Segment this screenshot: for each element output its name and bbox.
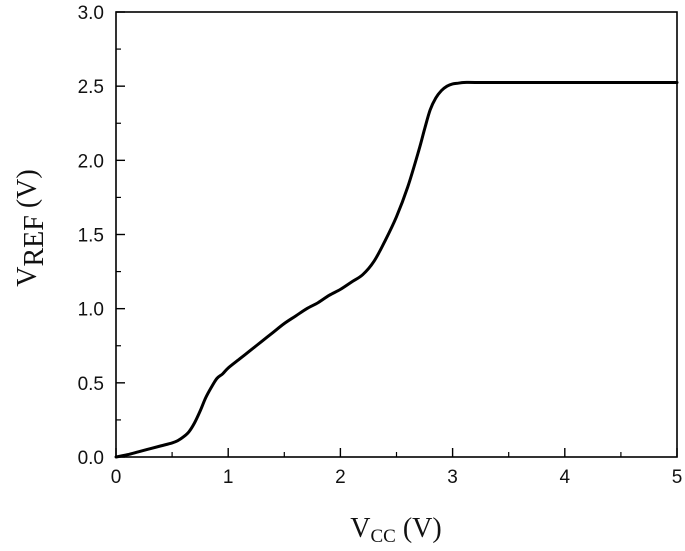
plot-frame [115, 11, 678, 458]
x-tick-label: 5 [672, 467, 683, 488]
y-tick-label: 0.5 [78, 374, 104, 395]
y-tick-label: 3.0 [78, 3, 104, 24]
y-axis-label-subscript: REF [19, 215, 50, 266]
major-ticks [115, 11, 678, 458]
y-axis-label-unit: (V) [12, 169, 43, 215]
x-tick-label: 2 [335, 467, 346, 488]
y-tick-label: 0.0 [78, 448, 104, 469]
x-tick-label: 0 [111, 467, 122, 488]
x-axis-label-main: V [350, 513, 370, 544]
y-tick-label: 1.5 [78, 226, 104, 247]
x-axis-label-subscript: CC [371, 526, 396, 547]
minor-ticks [116, 48, 622, 457]
y-tick-labels: 0.0 0.5 1.0 1.5 2.0 2.5 3.0 [78, 3, 104, 469]
y-tick-label: 2.0 [78, 151, 104, 172]
x-tick-label: 1 [223, 467, 234, 488]
series-layer [114, 80, 679, 459]
x-tick-label: 3 [447, 467, 458, 488]
y-axis-label-main: V [12, 267, 43, 287]
x-axis-label: VCC (V) [350, 513, 441, 547]
y-tick-label: 1.0 [78, 300, 104, 321]
vref-series-line [114, 80, 679, 459]
x-axis-label-unit: (V) [396, 513, 442, 544]
y-axis-label: VREF (V) [12, 169, 50, 286]
x-tick-labels: 0 1 2 3 4 5 [111, 467, 683, 488]
x-tick-label: 4 [560, 467, 571, 488]
y-tick-label: 2.5 [78, 77, 104, 98]
